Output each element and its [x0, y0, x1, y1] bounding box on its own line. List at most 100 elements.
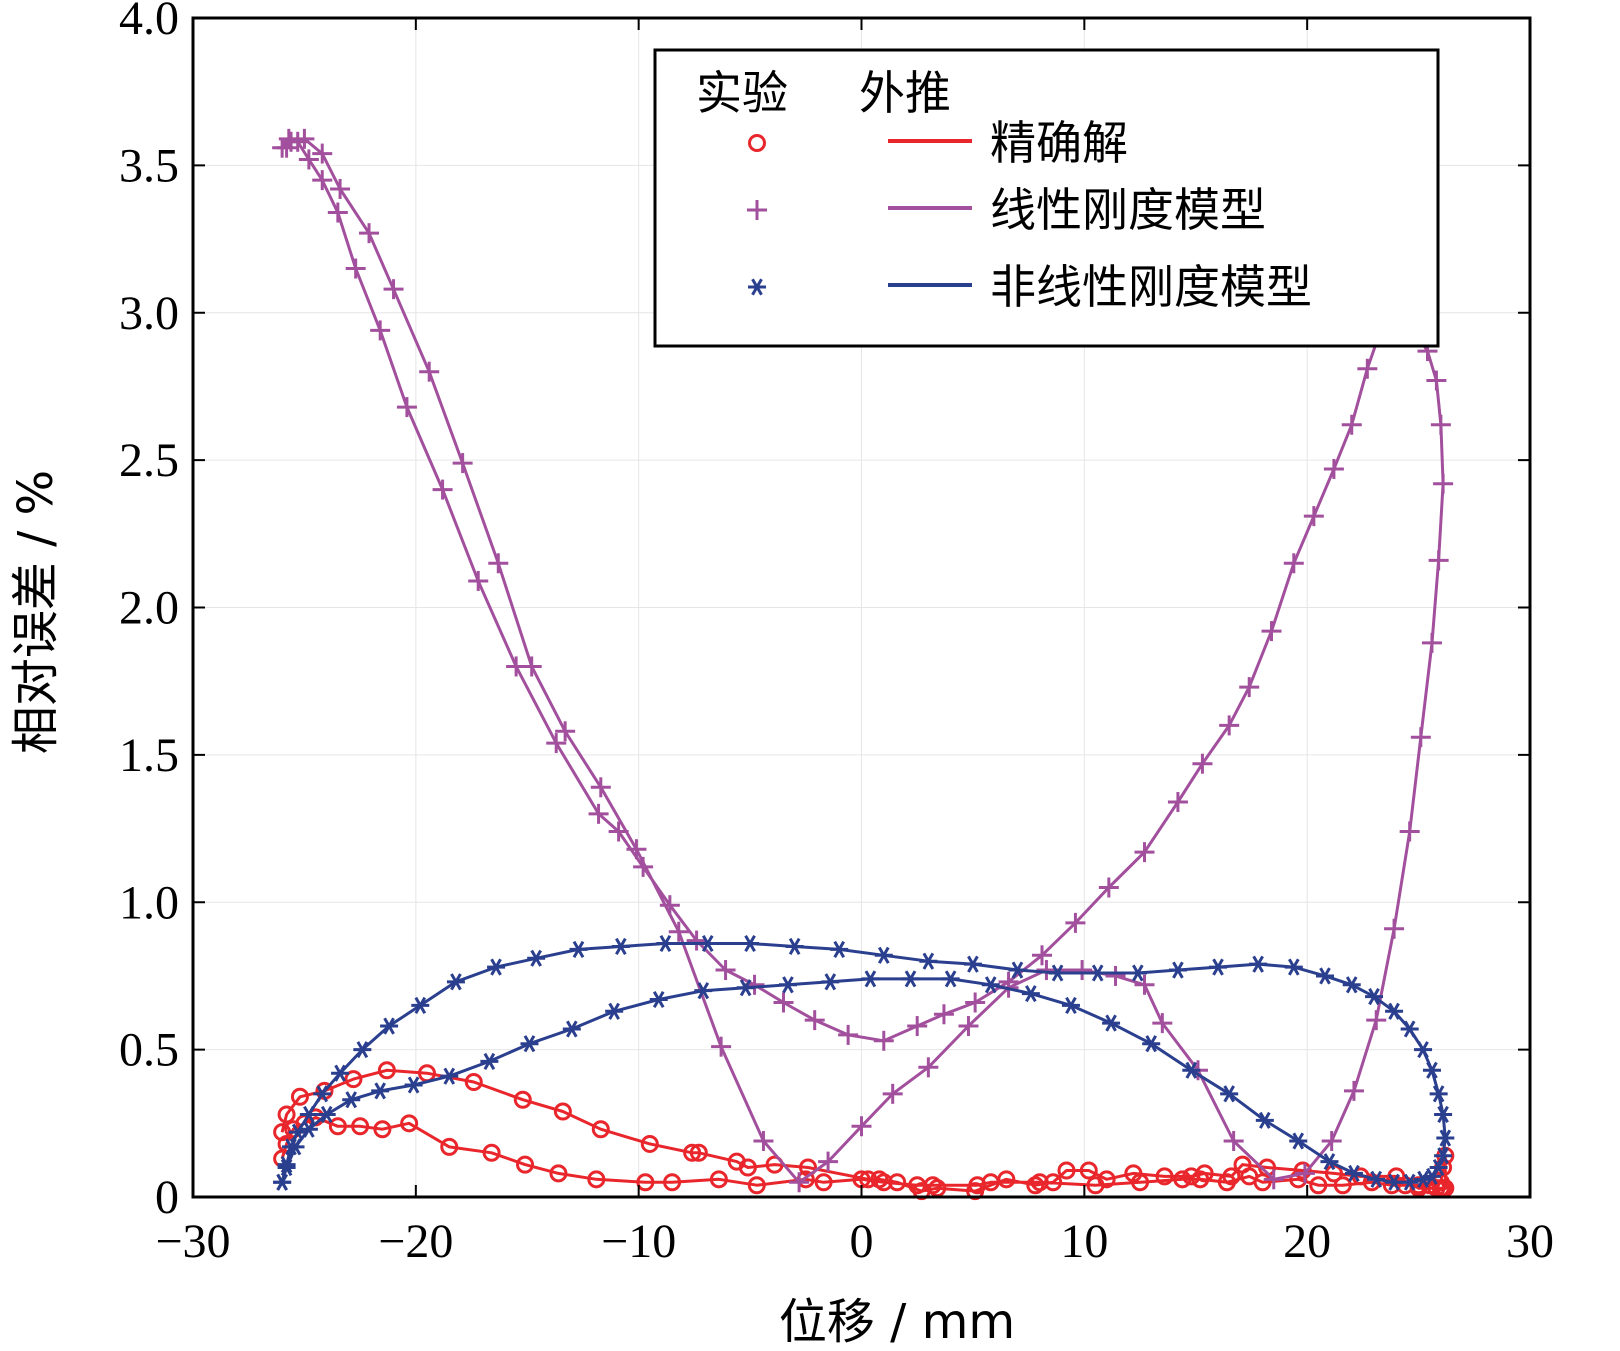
data-point — [907, 1016, 928, 1037]
data-point — [778, 976, 797, 994]
data-point — [859, 1170, 878, 1189]
data-point-arm — [608, 1002, 620, 1020]
ticks: −30 −20 −10 0 10 20 30 0 0.5 1.0 1.5 2.0 2.5 3.0 3.5 4.… — [119, 0, 1554, 1268]
data-point — [1088, 964, 1107, 982]
data-point — [958, 1016, 979, 1037]
data-point — [440, 1067, 459, 1085]
data-point-arm — [922, 952, 935, 970]
data-point — [411, 996, 430, 1014]
data-point-arm — [291, 1123, 304, 1141]
data-point — [1142, 1035, 1161, 1053]
data-point — [919, 952, 938, 970]
data-point — [789, 1172, 810, 1193]
data-point — [396, 397, 417, 418]
data-point — [1414, 1170, 1433, 1188]
data-point — [562, 1020, 581, 1038]
series-layer — [272, 128, 1455, 1201]
data-point — [440, 1137, 459, 1156]
data-point-arm — [1091, 964, 1104, 982]
legend-marker-arm — [751, 278, 763, 296]
data-point — [656, 934, 675, 953]
data-point — [668, 921, 689, 942]
data-point — [1261, 621, 1282, 642]
data-point — [1421, 632, 1442, 653]
data-point — [1192, 753, 1213, 774]
data-point-arm — [782, 976, 794, 994]
data-point-arm — [1051, 964, 1064, 982]
data-point-arm — [1223, 1085, 1235, 1103]
data-point — [694, 982, 713, 1000]
data-point-arm — [1417, 1170, 1429, 1188]
data-point — [370, 320, 391, 341]
data-point — [345, 258, 366, 279]
data-point-arm — [523, 1035, 536, 1053]
data-point — [276, 137, 297, 158]
data-point — [312, 170, 333, 191]
data-point-arm — [1388, 1173, 1400, 1191]
data-point-arm — [1323, 1153, 1336, 1171]
data-point — [1321, 1130, 1342, 1151]
data-point — [882, 1083, 903, 1104]
x-tick-label: 20 — [1283, 1215, 1331, 1268]
data-point — [1223, 1130, 1244, 1151]
x-tick-label: 30 — [1506, 1215, 1554, 1268]
legend-marker — [748, 134, 766, 152]
data-point-arm — [407, 1076, 420, 1094]
legend-header-experiment: 实验 — [696, 66, 788, 120]
data-point — [659, 895, 680, 916]
data-point — [727, 1152, 746, 1171]
data-point — [933, 1004, 954, 1025]
data-point-arm — [303, 1120, 315, 1138]
data-point — [1434, 1105, 1453, 1124]
data-point — [1284, 958, 1303, 976]
data-point — [331, 1064, 350, 1082]
data-point — [1367, 1170, 1386, 1188]
y-tick-label: 3.0 — [119, 287, 179, 340]
data-point — [1428, 550, 1449, 571]
data-point — [1385, 1002, 1404, 1020]
data-point — [1323, 458, 1344, 479]
data-point — [1026, 1176, 1045, 1195]
data-point — [626, 839, 647, 860]
data-point-arm — [1437, 1105, 1449, 1124]
data-point-arm — [615, 937, 627, 956]
data-point — [1152, 1013, 1173, 1034]
data-point — [1400, 1173, 1419, 1191]
data-point — [1384, 918, 1405, 939]
legend-box — [653, 48, 1440, 348]
data-point-arm — [303, 1105, 315, 1124]
data-point — [981, 976, 1000, 994]
data-point-arm — [320, 1105, 333, 1124]
data-point-arm — [1185, 1061, 1198, 1079]
data-point — [1436, 1129, 1455, 1147]
data-point — [711, 1036, 732, 1057]
data-point — [888, 1173, 907, 1192]
data-point — [432, 479, 453, 500]
data-point — [377, 1061, 396, 1080]
data-point-arm — [450, 973, 462, 991]
data-point — [400, 1114, 419, 1133]
data-point — [870, 1170, 889, 1189]
data-point — [288, 1123, 307, 1141]
data-point — [861, 970, 880, 988]
data-point-arm — [490, 958, 502, 976]
data-point — [482, 1143, 501, 1162]
data-point-arm — [1252, 955, 1264, 973]
data-point — [1173, 1170, 1192, 1189]
data-point — [516, 1155, 535, 1174]
data-point-arm — [944, 970, 957, 988]
data-point-arm — [1388, 1002, 1400, 1020]
data-point — [814, 1173, 833, 1192]
data-point — [1155, 1167, 1174, 1186]
x-tick-label: −30 — [155, 1215, 230, 1268]
data-point — [1333, 1176, 1352, 1195]
data-point — [546, 733, 567, 754]
data-point — [353, 1041, 372, 1059]
legend-label: 非线性刚度模型 — [990, 260, 1312, 314]
data-point-arm — [1348, 1164, 1360, 1182]
data-point — [830, 940, 849, 958]
data-point — [736, 979, 755, 997]
data-point — [1134, 974, 1155, 995]
x-tick-label: −10 — [601, 1215, 676, 1268]
